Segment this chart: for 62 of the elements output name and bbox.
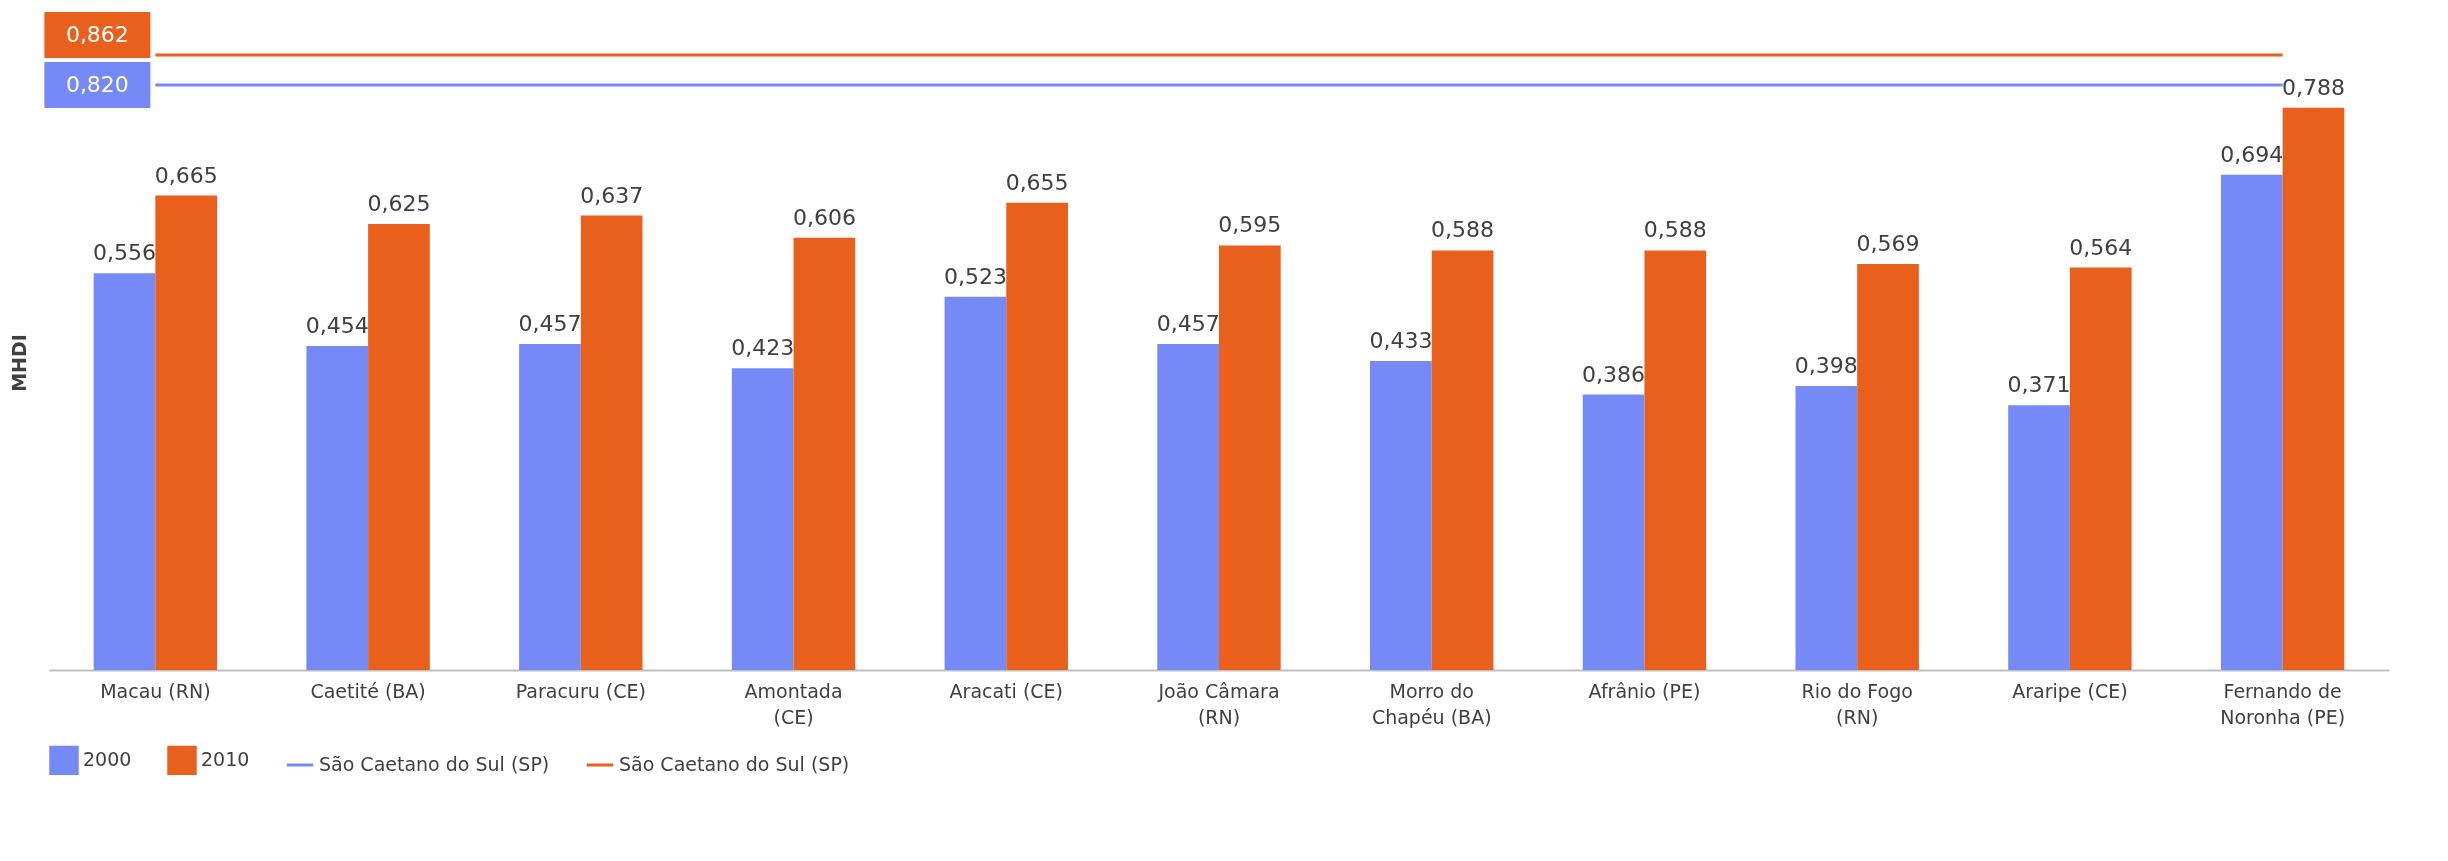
x-tick-label: Amontada (CE) [744,679,843,728]
x-tick-label: Rio do Fogo (RN) [1801,679,1913,728]
bar [1157,343,1219,670]
data-label: 0,637 [580,182,644,208]
x-tick-label: Morro do Chapéu (BA) [1371,679,1492,728]
data-label: 0,457 [518,310,582,336]
bar [793,237,856,670]
data-label: 0,665 [154,162,218,188]
x-tick-label: João Câmara (RN) [1157,679,1280,728]
bar [155,195,218,670]
bar [2069,267,2132,670]
x-tick-label: Afrânio (PE) [1588,679,1701,702]
data-label: 0,569 [1856,231,1920,257]
bar [1431,250,1494,670]
x-tick-label: Fernando de Noronha (PE) [2220,679,2346,728]
legend-label: 2000 [83,748,132,771]
data-label: 0,588 [1643,217,1707,243]
bar [1370,361,1432,670]
bar [731,368,794,670]
data-label: 0,862 [65,21,129,47]
data-label: 0,386 [1582,361,1646,387]
data-label: 0,564 [2069,234,2133,260]
bar [2220,174,2283,670]
legend-label: 2010 [201,748,250,771]
data-label: 0,595 [1218,212,1282,238]
bar [1582,394,1645,670]
bar [519,343,581,670]
bar [1644,250,1707,670]
x-tick-label: Macau (RN) [100,679,211,702]
data-label: 0,556 [93,240,157,266]
bar [1219,245,1281,670]
data-label: 0,433 [1369,328,1433,354]
data-label: 0,454 [305,313,369,339]
bar [368,224,430,670]
x-tick-label: Araripe (CE) [2012,679,2128,702]
data-label: 0,820 [65,71,129,97]
y-axis-title: MHDI [7,334,30,392]
data-label: 0,457 [1156,310,1220,336]
data-label: 0,606 [792,204,856,230]
data-label: 0,694 [2220,141,2284,167]
bar [580,215,643,670]
data-label: 0,423 [731,335,795,361]
bar [2008,405,2070,670]
data-label: 0,523 [943,263,1007,289]
bar [1795,386,1858,670]
x-tick-label: Aracati (CE) [949,679,1063,702]
legend-label: São Caetano do Sul (SP) [319,753,550,775]
bar [944,296,1007,670]
data-label: 0,398 [1794,353,1858,379]
data-label: 0,655 [1005,169,1069,195]
data-label: 0,588 [1431,217,1495,243]
bar [93,273,156,670]
bar [2282,107,2345,670]
data-label: 0,625 [367,191,431,217]
data-label: 0,788 [2281,74,2345,100]
x-tick-label: Caetité (BA) [310,679,426,702]
legend-label: São Caetano do Sul (SP) [619,753,850,775]
x-tick-label: Paracuru (CE) [515,679,646,702]
bar [1857,264,1919,670]
data-label: 0,371 [2007,372,2071,398]
bar [1006,202,1068,670]
bar [306,346,369,670]
